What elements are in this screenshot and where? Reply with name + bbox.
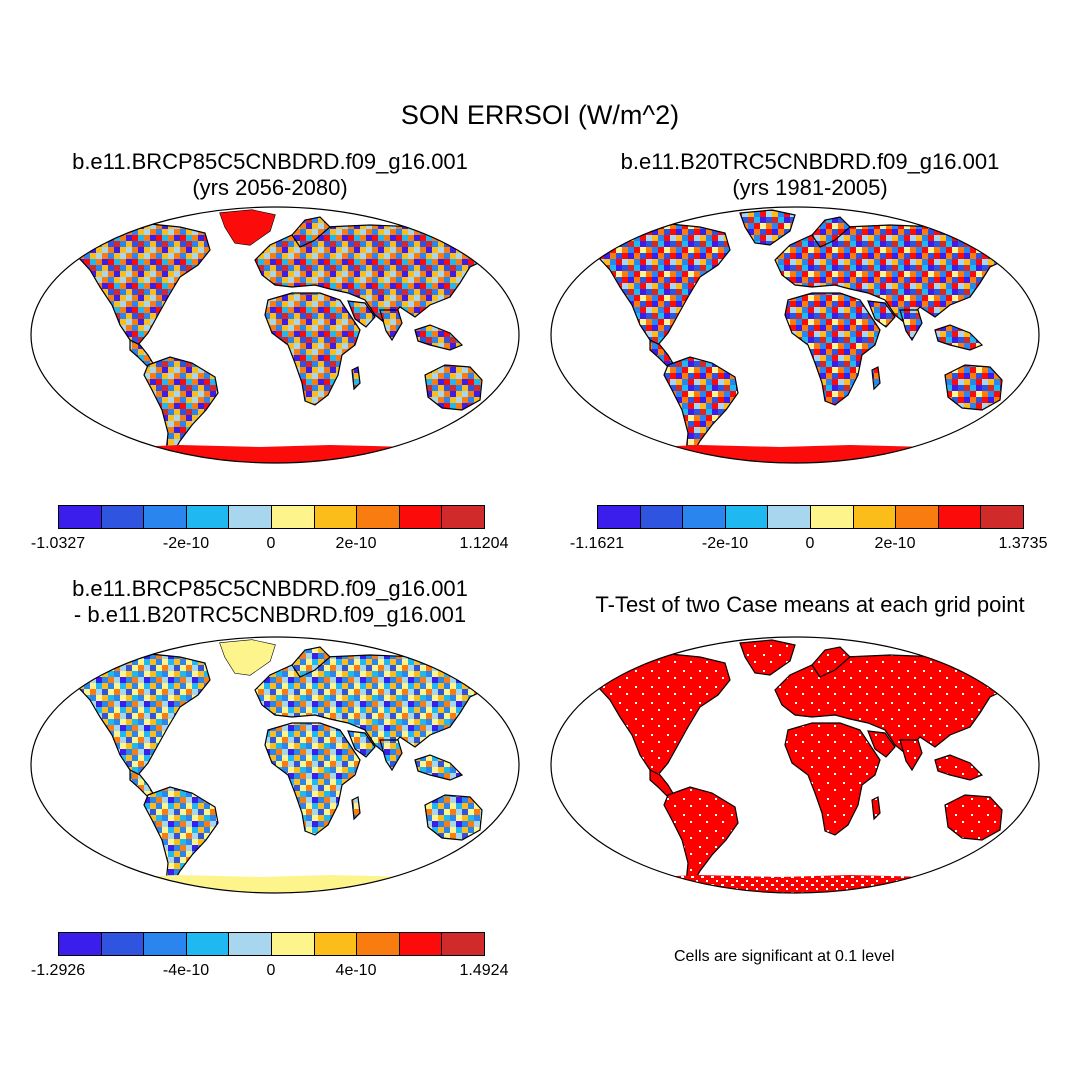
colorbar-swatch (271, 933, 315, 955)
panel-2-cbar-zero-label: 0 (805, 535, 815, 552)
colorbar-swatch (725, 506, 769, 528)
panel-1-cbar-pos-label: 2e-10 (335, 535, 377, 552)
colorbar-swatch (186, 506, 230, 528)
panel-1-cbar-zero-label: 0 (266, 535, 276, 552)
colorbar-swatch (981, 506, 1023, 528)
panel-4-land (589, 639, 1021, 886)
colorbar-swatch (229, 933, 272, 955)
colorbar-swatch (896, 506, 939, 528)
panel-1-antarctica (70, 445, 490, 463)
colorbar-swatch (640, 506, 684, 528)
panel-3-greenland (220, 640, 275, 675)
panel-3-title-line2: - b.e11.B20TRC5CNBDRD.f09_g16.001 (73, 602, 467, 627)
colorbar-swatch (144, 933, 187, 955)
panel-3-cbar-max-label: 1.4924 (459, 962, 509, 979)
figure-title: SON ERRSOI (W/m^2) (400, 100, 680, 130)
colorbar-swatch (598, 506, 641, 528)
panel-2-antarctica (590, 445, 1010, 463)
panel-2-colorbar (597, 505, 1024, 529)
panel-3-title-line1: b.e11.BRCP85C5CNBDRD.f09_g16.001 (72, 576, 468, 601)
panel-1-title-line1: b.e11.BRCP85C5CNBDRD.f09_g16.001 (72, 149, 468, 174)
panel-4-map-border (550, 636, 1040, 894)
panel-1-colorbar (58, 505, 485, 529)
panel-1-cbar-min-label: -1.0327 (30, 535, 86, 552)
colorbar-swatch (144, 506, 187, 528)
panel-1-map-border (30, 206, 520, 464)
panel-4-map (550, 636, 1040, 894)
panel-3-cbar-min-label: -1.2926 (30, 962, 86, 979)
colorbar-swatch (101, 506, 145, 528)
panel-3-antarctica (70, 875, 490, 893)
colorbar-swatch (399, 506, 443, 528)
panel-1-cbar-max-label: 1.1204 (459, 535, 509, 552)
panel-3-cbar-pos-label: 4e-10 (335, 962, 377, 979)
panel-1-title-line2: (yrs 2056-2080) (192, 175, 348, 200)
panel-3-cbar-neg-label: -4e-10 (162, 962, 210, 979)
colorbar-swatch (768, 506, 811, 528)
colorbar-swatch (938, 506, 982, 528)
panel-3-cbar-zero-label: 0 (266, 962, 276, 979)
panel-3-map (30, 636, 520, 894)
panel-2-land (589, 209, 1021, 456)
colorbar-swatch (399, 933, 443, 955)
panel-1-map (30, 206, 520, 464)
panel-1-greenland (220, 210, 275, 245)
colorbar-swatch (271, 506, 315, 528)
panel-3-land (69, 639, 501, 886)
panel-4-antarctica (590, 875, 1010, 893)
panel-1-land (69, 209, 501, 456)
panel-4-title-line1: T-Test of two Case means at each grid po… (595, 592, 1025, 617)
panel-1-title: b.e11.BRCP85C5CNBDRD.f09_g16.001 (yrs 20… (20, 149, 520, 201)
colorbar-swatch (314, 506, 358, 528)
colorbar-swatch (357, 506, 400, 528)
panel-2-title: b.e11.B20TRC5CNBDRD.f09_g16.001 (yrs 198… (560, 149, 1060, 201)
panel-2-cbar-min-label: -1.1621 (569, 535, 625, 552)
colorbar-swatch (442, 933, 484, 955)
colorbar-swatch (229, 506, 272, 528)
panel-2-map (550, 206, 1040, 464)
panel-3-map-border (30, 636, 520, 894)
panel-3-title: b.e11.BRCP85C5CNBDRD.f09_g16.001 - b.e11… (20, 576, 520, 628)
panel-2-cbar-max-label: 1.3735 (998, 535, 1048, 552)
colorbar-swatch (357, 933, 400, 955)
panel-1-cbar-neg-label: -2e-10 (162, 535, 210, 552)
panel-3-colorbar (58, 932, 485, 956)
colorbar-swatch (314, 933, 358, 955)
colorbar-swatch (853, 506, 897, 528)
panel-2-cbar-neg-label: -2e-10 (701, 535, 749, 552)
colorbar-swatch (186, 933, 230, 955)
significance-note: Cells are significant at 0.1 level (674, 948, 895, 965)
colorbar-swatch (59, 506, 102, 528)
panel-4-title: T-Test of two Case means at each grid po… (545, 592, 1075, 618)
panel-2-map-border (550, 206, 1040, 464)
panel-2-cbar-pos-label: 2e-10 (874, 535, 916, 552)
colorbar-swatch (810, 506, 854, 528)
panel-2-title-line2: (yrs 1981-2005) (732, 175, 888, 200)
colorbar-swatch (59, 933, 102, 955)
colorbar-swatch (101, 933, 145, 955)
colorbar-swatch (683, 506, 726, 528)
colorbar-swatch (442, 506, 484, 528)
panel-2-title-line1: b.e11.B20TRC5CNBDRD.f09_g16.001 (620, 149, 1000, 174)
